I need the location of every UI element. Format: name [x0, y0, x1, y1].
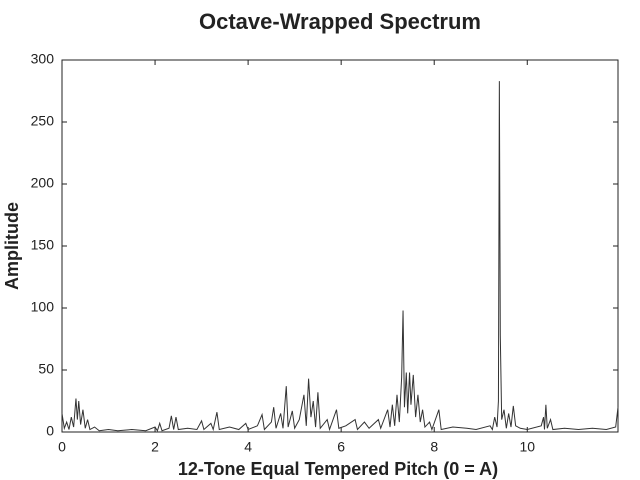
chart-title: Octave-Wrapped Spectrum [199, 9, 481, 34]
plot-frame [61, 59, 619, 433]
y-tick-label: 250 [31, 113, 55, 129]
y-tick-label: 300 [31, 51, 55, 67]
y-tick-label: 150 [31, 237, 55, 253]
x-tick-label: 10 [519, 439, 535, 455]
y-tick-label: 0 [46, 423, 54, 439]
x-tick-label: 6 [337, 439, 345, 455]
spectrum-line [61, 81, 619, 432]
y-axis-label: Amplitude [2, 202, 22, 290]
y-tick-label: 50 [38, 361, 54, 377]
y-tick-label: 100 [31, 299, 55, 315]
x-tick-label: 8 [430, 439, 438, 455]
y-tick-label: 200 [31, 175, 55, 191]
x-tick-label: 0 [58, 439, 66, 455]
x-tick-label: 4 [244, 439, 252, 455]
x-axis-label: 12-Tone Equal Tempered Pitch (0 = A) [178, 459, 498, 479]
x-tick-label: 2 [151, 439, 159, 455]
